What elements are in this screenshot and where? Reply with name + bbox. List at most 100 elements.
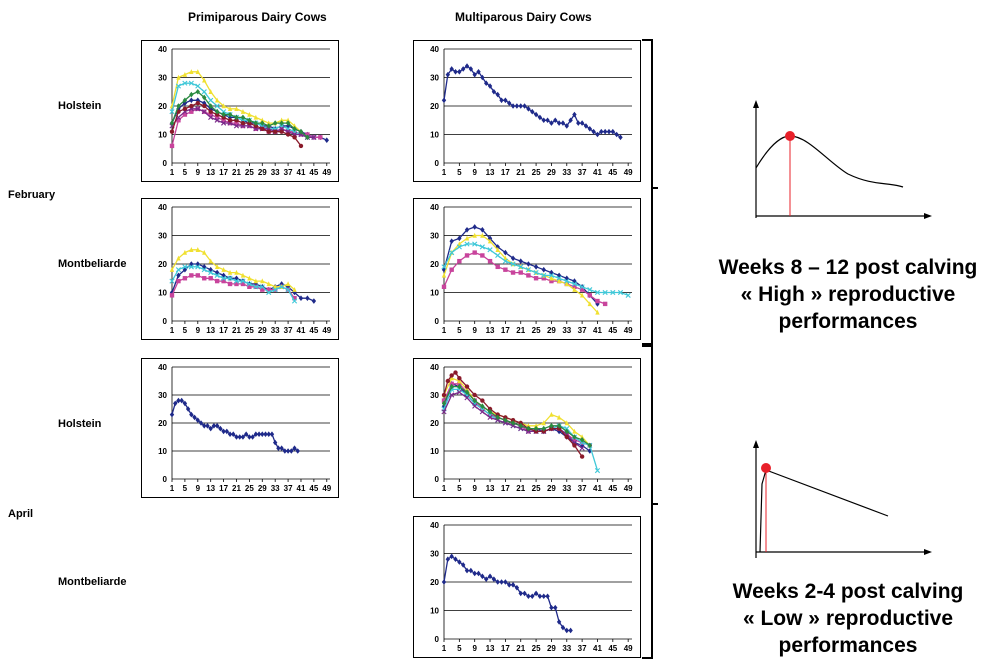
data-point (541, 276, 546, 281)
data-point (457, 559, 462, 565)
data-point (480, 573, 485, 580)
data-point (240, 114, 246, 121)
data-point (541, 272, 547, 278)
x-tick-label: 13 (206, 168, 215, 177)
data-point (250, 434, 255, 440)
data-point (564, 420, 569, 426)
data-point (292, 123, 297, 129)
x-tick-label: 9 (472, 168, 477, 177)
data-point (457, 376, 462, 381)
data-point (175, 267, 182, 273)
data-point (246, 281, 252, 287)
x-tick-label: 37 (284, 326, 293, 335)
data-point (468, 66, 474, 72)
data-point (602, 128, 608, 135)
data-point (514, 584, 520, 591)
prim-holstein-feb-svg: 0 10 20 30 40 1 5 9 13 17 21 25 29 33 37 41 45 49 (158, 45, 332, 177)
data-point (449, 383, 454, 390)
data-point (189, 273, 194, 278)
data-point (457, 235, 462, 242)
series-line-6 (171, 91, 308, 138)
data-point (279, 120, 284, 126)
data-point (195, 247, 200, 252)
data-point (572, 443, 577, 448)
x-tick-label: 37 (578, 326, 587, 335)
data-point (487, 414, 493, 420)
data-point (564, 627, 569, 634)
data-point (175, 83, 182, 89)
data-point (227, 281, 233, 287)
data-point (480, 253, 485, 258)
data-point (441, 272, 447, 278)
data-point (266, 289, 272, 296)
x-tick-label: 17 (219, 326, 228, 335)
data-point (182, 97, 188, 104)
data-point (198, 420, 204, 426)
data-point (479, 409, 485, 415)
data-point (263, 431, 268, 437)
data-point (441, 392, 447, 398)
data-point (526, 273, 531, 278)
data-point (441, 264, 447, 270)
data-point (499, 97, 504, 104)
data-point (182, 106, 188, 112)
bracket-top-path (642, 39, 658, 345)
schematic-low-peak-dot (761, 463, 771, 473)
row-label-april: April (8, 508, 34, 520)
x-tick-label: 45 (309, 484, 318, 493)
series-line-0 (443, 555, 571, 632)
data-point (564, 123, 569, 129)
y-tick-label: 40 (430, 521, 439, 530)
data-point (560, 120, 566, 126)
data-point (445, 378, 451, 384)
data-point (579, 120, 585, 126)
data-point (195, 417, 200, 423)
data-point (526, 593, 531, 600)
x-tick-label: 13 (486, 484, 495, 493)
data-point (556, 278, 562, 284)
y-tick-label: 40 (158, 203, 167, 212)
data-point (221, 111, 226, 118)
data-point (587, 301, 592, 307)
data-point (214, 115, 220, 120)
data-point (487, 238, 493, 244)
data-point (510, 582, 516, 588)
data-point (169, 143, 175, 149)
data-point (518, 264, 524, 270)
data-point (221, 278, 226, 284)
data-point (495, 414, 500, 421)
data-point (266, 281, 271, 287)
x-tick-label: 33 (562, 168, 571, 177)
data-point (285, 287, 291, 293)
data-point (564, 434, 569, 440)
chart-multiparous-holstein-february: 0 10 20 30 40 1 5 9 13 17 21 25 29 33 37 41 45 49 (413, 40, 641, 182)
data-point (247, 111, 252, 117)
data-point (449, 392, 455, 398)
data-point (285, 281, 291, 287)
data-point (472, 232, 477, 238)
data-point (556, 275, 562, 281)
data-point (564, 428, 569, 435)
data-point (587, 293, 592, 298)
data-point (445, 71, 451, 78)
data-point (457, 381, 462, 386)
data-point (549, 426, 554, 431)
data-point (185, 406, 191, 412)
data-point (480, 74, 485, 81)
x-tick-label: 17 (501, 644, 510, 653)
data-point (456, 244, 462, 250)
x-tick-label: 13 (486, 644, 495, 653)
series-line-0 (443, 65, 621, 138)
data-point (472, 392, 477, 398)
data-point (221, 103, 226, 109)
y-tick-label: 20 (430, 419, 439, 428)
data-point (514, 103, 520, 109)
y-tick-label: 10 (430, 131, 439, 140)
data-point (266, 129, 271, 134)
data-point (464, 235, 470, 241)
x-tick-label: 33 (562, 484, 571, 493)
data-point (266, 287, 271, 292)
multi-holstein-feb-svg: 0 10 20 30 40 1 5 9 13 17 21 25 29 33 37 41 45 49 (430, 45, 633, 177)
data-point (464, 384, 470, 389)
data-point (441, 579, 447, 585)
